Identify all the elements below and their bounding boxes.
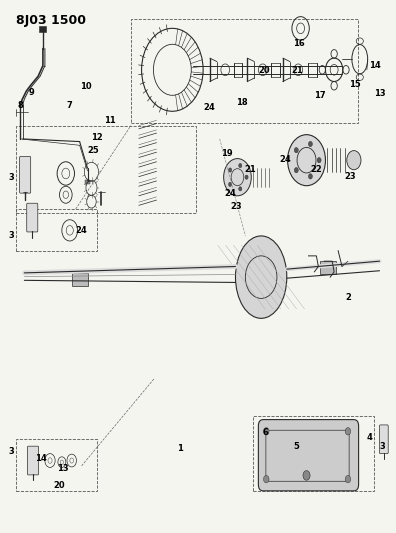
Circle shape bbox=[287, 135, 326, 185]
Text: 3: 3 bbox=[9, 447, 15, 456]
Circle shape bbox=[345, 427, 351, 435]
Text: 24: 24 bbox=[76, 226, 88, 235]
Text: 17: 17 bbox=[314, 91, 326, 100]
Text: 21: 21 bbox=[291, 67, 303, 75]
Text: 8: 8 bbox=[17, 101, 23, 110]
Text: 25: 25 bbox=[88, 146, 99, 155]
Text: 7: 7 bbox=[67, 101, 72, 110]
Text: 20: 20 bbox=[53, 481, 65, 490]
FancyBboxPatch shape bbox=[258, 419, 359, 491]
Text: 3: 3 bbox=[9, 173, 15, 182]
Text: 23: 23 bbox=[231, 203, 242, 212]
Circle shape bbox=[224, 159, 251, 196]
Text: 22: 22 bbox=[310, 165, 322, 174]
Text: 19: 19 bbox=[221, 149, 232, 158]
Circle shape bbox=[294, 148, 298, 153]
FancyBboxPatch shape bbox=[27, 203, 38, 232]
Circle shape bbox=[245, 175, 248, 179]
FancyBboxPatch shape bbox=[20, 157, 30, 193]
Text: 14: 14 bbox=[369, 61, 381, 70]
Text: 14: 14 bbox=[35, 455, 47, 463]
Text: 9: 9 bbox=[29, 87, 34, 96]
Text: 23: 23 bbox=[344, 172, 356, 181]
Text: 10: 10 bbox=[80, 82, 91, 91]
Text: 3: 3 bbox=[380, 442, 386, 451]
Bar bbox=[253, 416, 373, 491]
Text: 21: 21 bbox=[244, 165, 256, 174]
Bar bbox=[320, 261, 336, 274]
FancyBboxPatch shape bbox=[28, 446, 38, 475]
Circle shape bbox=[303, 471, 310, 480]
Circle shape bbox=[317, 158, 321, 163]
Circle shape bbox=[345, 475, 351, 483]
Text: 11: 11 bbox=[105, 116, 116, 125]
Circle shape bbox=[294, 167, 298, 173]
Text: 4: 4 bbox=[367, 433, 373, 442]
Circle shape bbox=[263, 427, 269, 435]
Text: 18: 18 bbox=[236, 98, 248, 107]
Text: 1: 1 bbox=[177, 444, 183, 453]
Text: 16: 16 bbox=[293, 39, 305, 48]
Bar bbox=[17, 126, 196, 213]
Circle shape bbox=[308, 174, 312, 179]
Circle shape bbox=[239, 187, 242, 191]
Circle shape bbox=[263, 475, 269, 483]
Text: 24: 24 bbox=[225, 189, 236, 198]
Text: 24: 24 bbox=[203, 102, 215, 111]
Text: 3: 3 bbox=[9, 231, 15, 240]
Text: 8J03 1500: 8J03 1500 bbox=[17, 14, 86, 27]
Text: 2: 2 bbox=[346, 293, 352, 302]
Bar bbox=[131, 19, 358, 123]
Circle shape bbox=[239, 164, 242, 168]
Bar bbox=[17, 439, 97, 491]
Bar bbox=[39, 26, 46, 31]
Circle shape bbox=[228, 182, 232, 187]
Circle shape bbox=[347, 151, 361, 169]
Bar bbox=[85, 180, 90, 184]
Ellipse shape bbox=[236, 236, 287, 318]
Text: 12: 12 bbox=[91, 133, 103, 142]
Text: 5: 5 bbox=[293, 442, 299, 451]
Circle shape bbox=[308, 141, 312, 147]
Text: 13: 13 bbox=[375, 89, 386, 98]
Text: 20: 20 bbox=[259, 67, 270, 75]
Text: 24: 24 bbox=[280, 155, 291, 164]
Text: 6: 6 bbox=[263, 428, 269, 437]
Text: 15: 15 bbox=[349, 80, 361, 89]
Text: 13: 13 bbox=[57, 464, 69, 473]
FancyBboxPatch shape bbox=[379, 425, 388, 454]
Bar bbox=[17, 209, 97, 251]
Circle shape bbox=[228, 168, 232, 172]
Bar bbox=[72, 273, 88, 286]
